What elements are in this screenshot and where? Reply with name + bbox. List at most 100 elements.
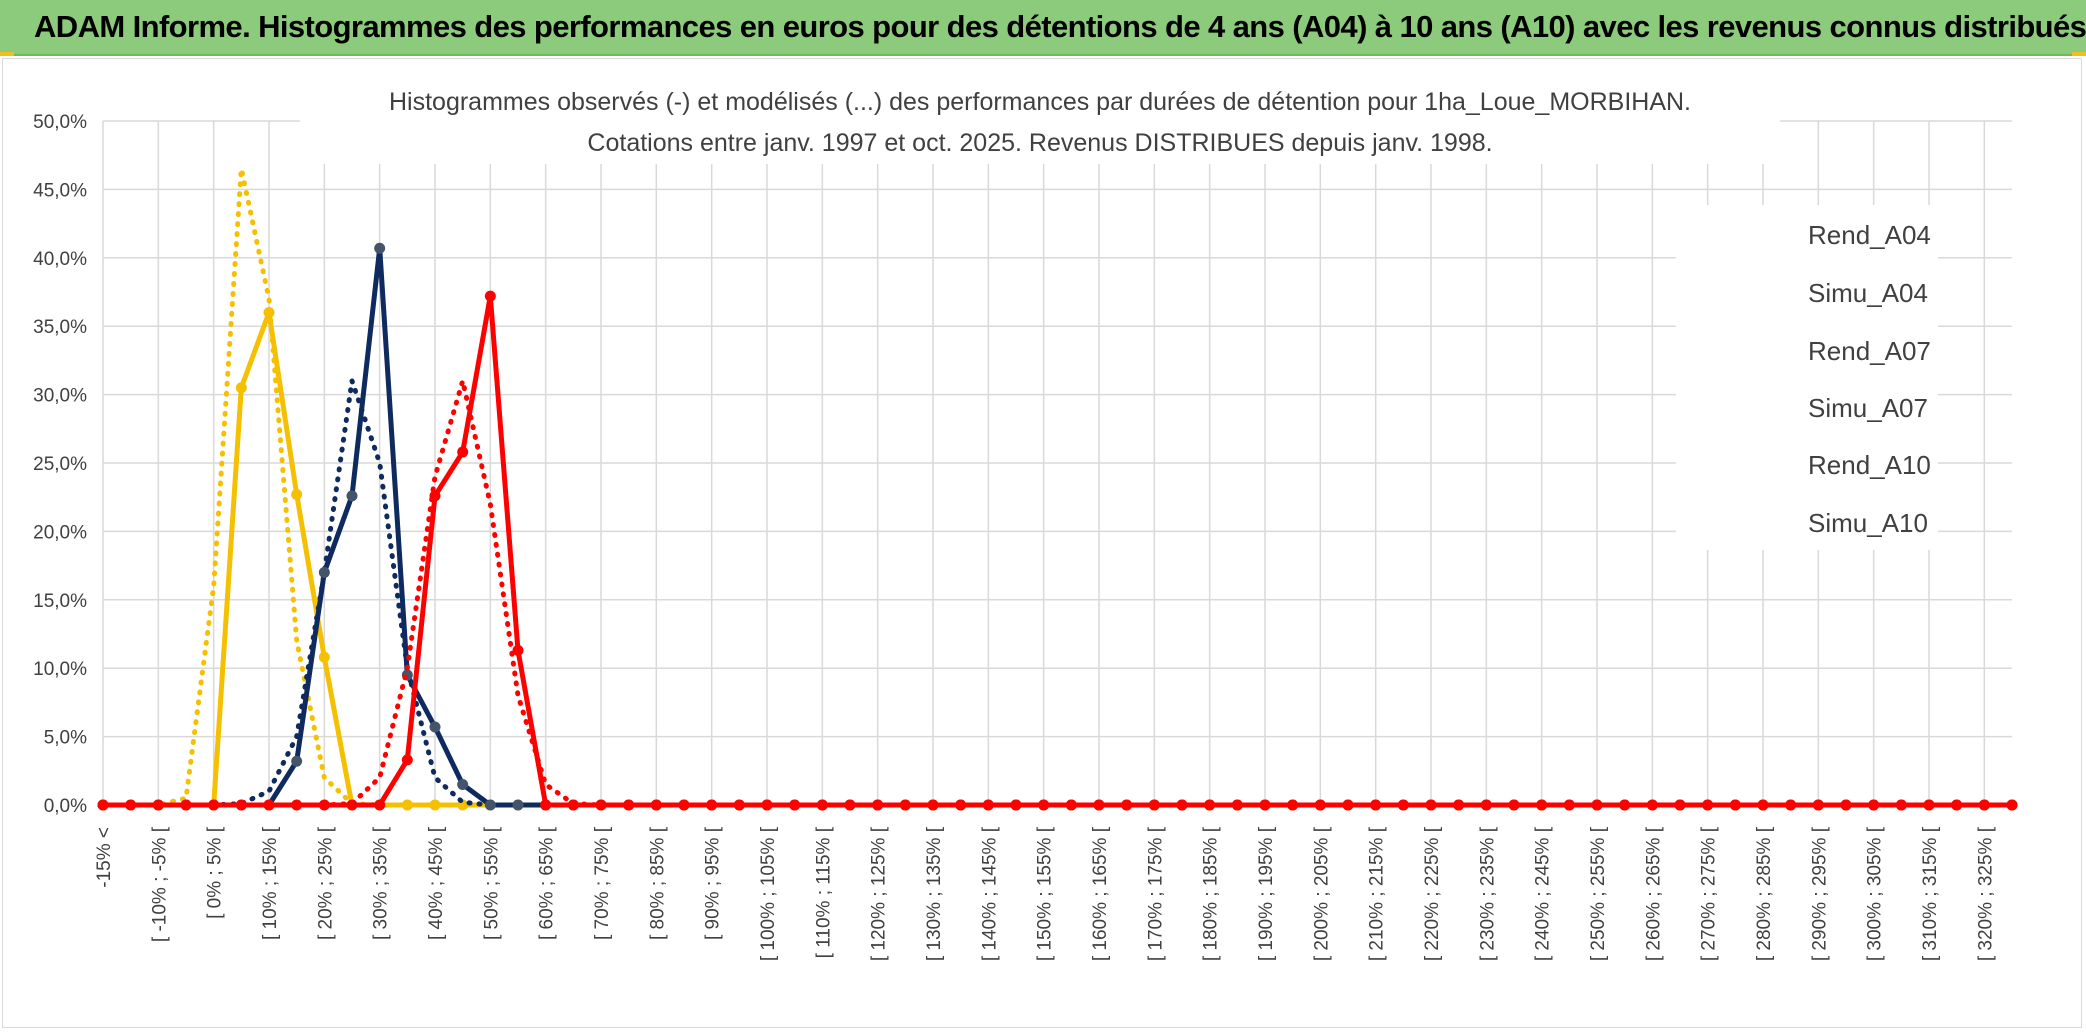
data-point bbox=[374, 799, 386, 811]
x-tick-label: [ 310% ; 315% [ bbox=[1920, 826, 1941, 961]
data-point bbox=[1840, 799, 1852, 811]
legend-item-simu-a04: Simu_A04 bbox=[1676, 273, 1938, 313]
report-banner: ADAM Informe. Histogrammes des performan… bbox=[0, 0, 2086, 56]
x-tick-label: [ 20% ; 25% [ bbox=[315, 826, 336, 940]
data-point bbox=[623, 799, 635, 811]
data-point bbox=[512, 799, 524, 811]
data-point bbox=[789, 799, 801, 811]
data-point bbox=[1342, 799, 1354, 811]
legend: Rend_A04 Simu_A04 Rend_A07 Simu_A07 Rend… bbox=[1676, 205, 1938, 550]
data-point bbox=[706, 799, 718, 811]
x-tick-label: -15% < bbox=[94, 827, 115, 888]
data-point bbox=[1646, 799, 1658, 811]
data-point bbox=[650, 799, 662, 811]
data-point bbox=[1785, 799, 1797, 811]
legend-label-rend-a07: Rend_A07 bbox=[1808, 335, 1931, 366]
y-tick-label: 5,0% bbox=[44, 728, 87, 749]
data-point bbox=[1895, 799, 1907, 811]
x-tick-label: [ 260% ; 265% [ bbox=[1643, 826, 1664, 961]
x-tick-label: [ 300% ; 305% [ bbox=[1865, 826, 1886, 961]
corner-mark-right bbox=[2072, 52, 2086, 56]
data-point bbox=[125, 799, 137, 811]
data-point bbox=[208, 799, 220, 811]
data-point bbox=[844, 799, 856, 811]
x-tick-label: [ 280% ; 285% [ bbox=[1754, 826, 1775, 961]
data-point bbox=[152, 799, 164, 811]
data-point bbox=[1425, 799, 1437, 811]
data-point bbox=[180, 799, 192, 811]
data-point bbox=[97, 799, 109, 811]
data-point bbox=[263, 307, 275, 319]
data-point bbox=[761, 799, 773, 811]
x-tick-label: [ -10% ; -5% [ bbox=[149, 826, 170, 942]
y-tick-label: 35,0% bbox=[33, 317, 87, 338]
legend-label-simu-a04: Simu_A04 bbox=[1808, 277, 1928, 308]
data-point bbox=[678, 799, 690, 811]
legend-item-simu-a07: Simu_A07 bbox=[1676, 388, 1938, 428]
x-tick-label: [ 130% ; 135% [ bbox=[924, 826, 945, 961]
data-point bbox=[872, 799, 884, 811]
x-tick-label: [ 30% ; 35% [ bbox=[371, 826, 392, 940]
data-point bbox=[1204, 799, 1216, 811]
legend-label-rend-a10: Rend_A10 bbox=[1808, 449, 1931, 480]
data-point bbox=[484, 290, 496, 302]
legend-label-rend-a04: Rend_A04 bbox=[1808, 219, 1931, 250]
x-tick-label: [ 160% ; 165% [ bbox=[1090, 826, 1111, 961]
data-point bbox=[567, 799, 579, 811]
x-tick-label: [ 120% ; 125% [ bbox=[869, 826, 890, 961]
data-point bbox=[457, 446, 469, 458]
data-point bbox=[1536, 799, 1548, 811]
data-point bbox=[291, 755, 303, 767]
data-point bbox=[899, 799, 911, 811]
y-tick-label: 30,0% bbox=[33, 386, 87, 407]
y-axis-ticks: 0,0% 5,0% 10,0% 15,0% 20,0% 25,0% 30,0% 35,0% 40… bbox=[33, 112, 87, 817]
x-tick-label: [ 180% ; 185% [ bbox=[1201, 826, 1222, 961]
data-point bbox=[484, 799, 496, 811]
x-tick-label: [ 50% ; 55% [ bbox=[481, 826, 502, 940]
data-point bbox=[457, 778, 469, 790]
data-point bbox=[927, 799, 939, 811]
x-tick-label: [ 40% ; 45% [ bbox=[426, 826, 447, 940]
data-point bbox=[1176, 799, 1188, 811]
data-point bbox=[733, 799, 745, 811]
y-tick-label: 0,0% bbox=[44, 796, 87, 817]
data-point bbox=[263, 799, 275, 811]
data-point bbox=[1674, 799, 1686, 811]
x-tick-label: [ 210% ; 215% [ bbox=[1367, 826, 1388, 961]
data-point bbox=[1287, 799, 1299, 811]
data-point bbox=[1010, 799, 1022, 811]
data-point bbox=[540, 799, 552, 811]
x-tick-label: [ 230% ; 235% [ bbox=[1477, 826, 1498, 961]
data-point bbox=[291, 488, 303, 500]
data-point bbox=[1812, 799, 1824, 811]
y-tick-label: 40,0% bbox=[33, 249, 87, 270]
data-point bbox=[1978, 799, 1990, 811]
data-point bbox=[2006, 799, 2018, 811]
x-axis-ticks: -15% < [ -10% ; -5% [[ 0% ; 5% [[ 10% ; 1… bbox=[94, 826, 1996, 961]
data-point bbox=[1453, 799, 1465, 811]
chart-title-line-2: Cotations entre janv. 1997 et oct. 2025.… bbox=[587, 129, 1493, 157]
series-line-rend-a10 bbox=[103, 293, 2012, 808]
data-point bbox=[1619, 799, 1631, 811]
data-point bbox=[1563, 799, 1575, 811]
data-point bbox=[816, 799, 828, 811]
x-tick-label: [ 200% ; 205% [ bbox=[1311, 826, 1332, 961]
data-point bbox=[235, 382, 247, 394]
data-point bbox=[512, 644, 524, 656]
data-point bbox=[955, 799, 967, 811]
data-point bbox=[318, 566, 330, 578]
x-tick-label: [ 220% ; 225% [ bbox=[1422, 826, 1443, 961]
data-point bbox=[1951, 799, 1963, 811]
x-tick-label: [ 70% ; 75% [ bbox=[592, 826, 613, 940]
data-point bbox=[401, 799, 413, 811]
data-point bbox=[429, 721, 441, 733]
data-point bbox=[429, 799, 441, 811]
data-point bbox=[1508, 799, 1520, 811]
data-point bbox=[1591, 799, 1603, 811]
data-point bbox=[291, 799, 303, 811]
data-point bbox=[318, 651, 330, 663]
x-tick-label: [ 170% ; 175% [ bbox=[1145, 826, 1166, 961]
y-tick-label: 45,0% bbox=[33, 180, 87, 201]
x-tick-label: [ 270% ; 275% [ bbox=[1699, 826, 1720, 961]
data-point bbox=[1148, 799, 1160, 811]
